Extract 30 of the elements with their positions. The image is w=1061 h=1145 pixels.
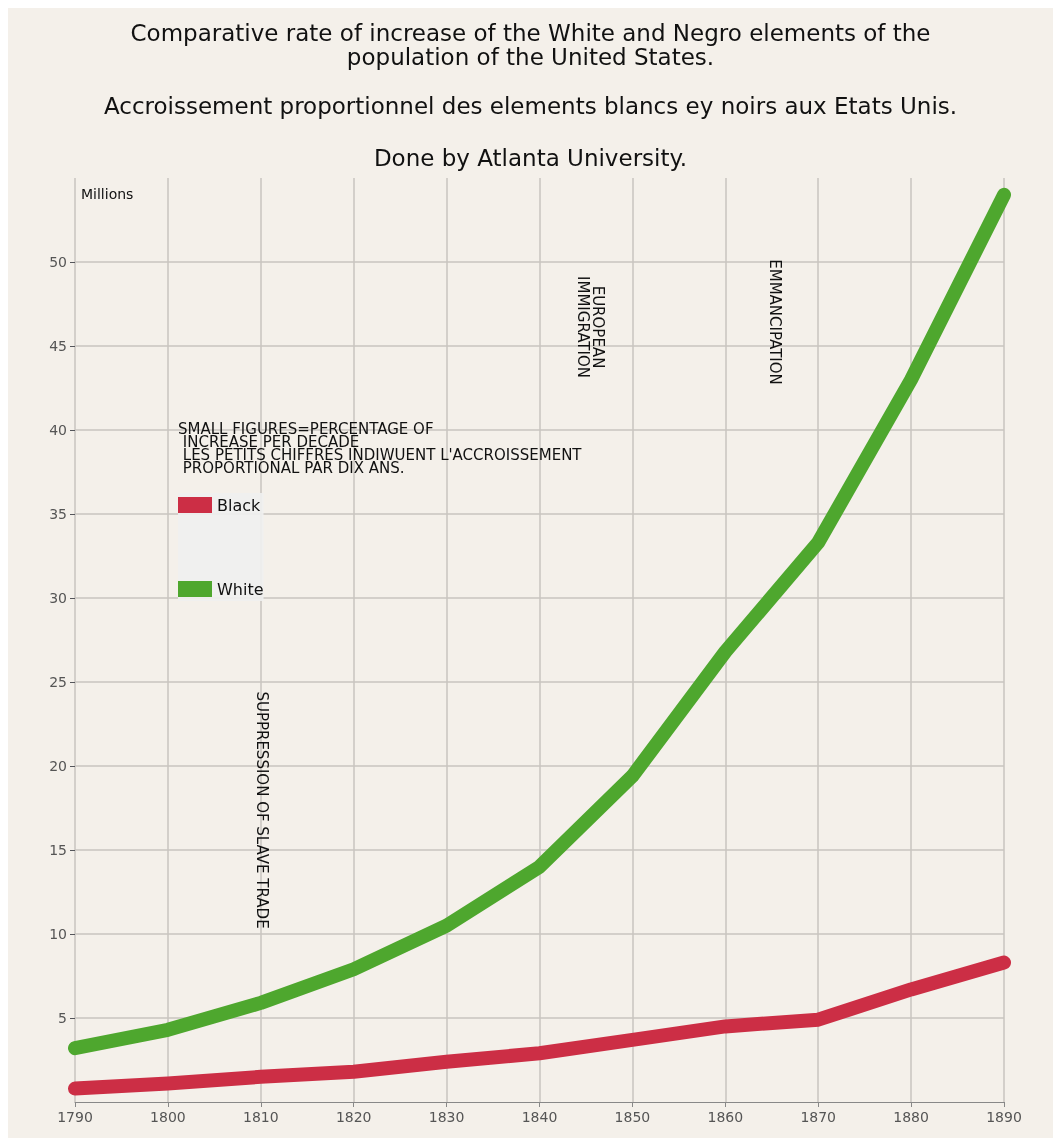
x-tick-label: 1810 [242,1109,279,1125]
legend-title: SMALL FIGURES=PERCENTAGE OF INCREASE PER DECADE LES PETITS CHIFFRES INDIWUENT L'ACCROISSEMENT PROPORTIONAL PAR DIX ANS. [178,419,583,477]
y-tick-label: 25 [49,674,67,690]
y-tick-label: 40 [49,422,67,438]
x-tick-label: 1890 [986,1109,1022,1125]
x-tick-label: 1880 [893,1109,929,1125]
x-tick-label: 1790 [57,1109,93,1125]
y-tick-label: 35 [49,506,67,522]
y-tick-label: 20 [49,758,67,774]
chart-subtitle: Accroissement proportionnel des elements blancs ey noirs aux Etats Unis. Done by Atlanta University. [103,93,958,171]
annotation: SUPPRESSION OF SLAVE TRADE [253,691,271,929]
legend-label: Black [217,495,262,515]
x-tick-label: 1870 [800,1109,837,1125]
y-tick-label: 50 [49,254,67,270]
y-tick-label: 45 [49,338,67,354]
x-tick-label: 1850 [614,1109,651,1125]
x-tick-label: 1840 [521,1109,558,1125]
chart-title: Comparative rate of increase of the White and Negro elements of the population of the United States. [130,20,931,70]
legend-label: White [217,579,264,599]
y-tick-label: 15 [49,842,67,858]
x-tick-label: 1830 [428,1109,465,1125]
y-tick-label: 10 [49,926,67,942]
x-tick-label: 1800 [150,1109,186,1125]
x-tick-label: 1820 [335,1109,372,1125]
y-axis-title: Millions [81,186,134,202]
y-tick-label: 30 [49,590,67,606]
x-tick-label: 1860 [707,1109,744,1125]
annotation: EUROPEAN IMMIGRATION [573,276,607,378]
y-tick-label: 5 [58,1010,67,1026]
annotation: EMMANCIPATION [766,259,784,385]
